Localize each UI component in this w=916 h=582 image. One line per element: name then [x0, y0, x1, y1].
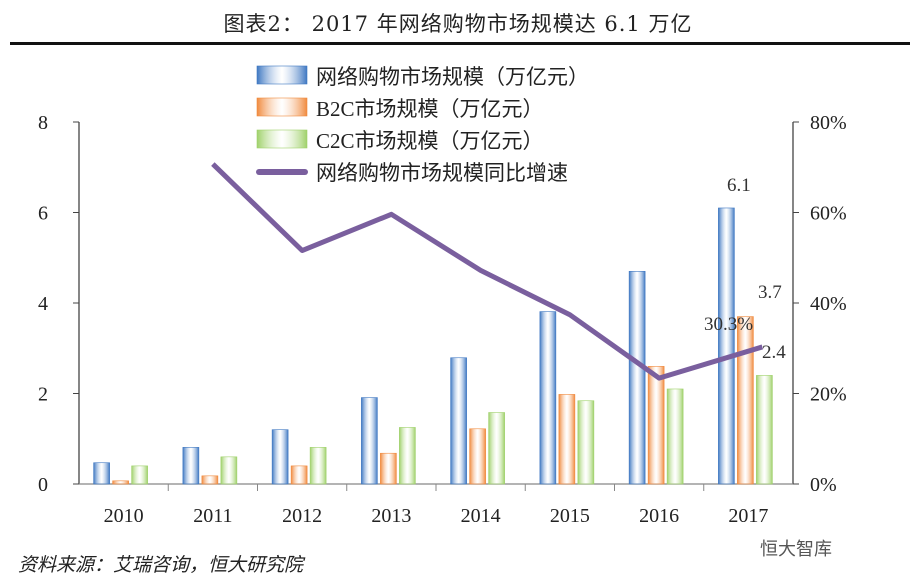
right-tick-label: 80%	[810, 112, 847, 134]
legend-label: 网络购物市场规模同比增速	[316, 161, 568, 185]
left-tick-label: 8	[38, 112, 48, 134]
source-note: 资料来源：艾瑞咨询，恒大研究院	[18, 554, 304, 576]
bar-0-2013	[361, 397, 378, 485]
title-rule	[10, 42, 910, 45]
x-tick-label: 2014	[461, 505, 501, 527]
bar-2-2017	[756, 375, 773, 485]
bar-1-2013	[380, 452, 397, 485]
bar-2-2013	[399, 427, 416, 485]
bar-2-2011	[220, 456, 238, 485]
bar-0-2012	[271, 429, 289, 485]
left-tick-label: 0	[38, 474, 48, 496]
legend-swatch	[256, 129, 308, 149]
bar-0-2015	[539, 311, 557, 485]
bar-0-2016	[628, 271, 646, 485]
bar-1-2014	[469, 428, 486, 485]
legend-swatch	[256, 97, 308, 117]
watermark: 恒大智库	[760, 539, 832, 560]
bar-1-2017	[737, 316, 754, 485]
legend-label: C2C市场规模（万亿元）	[316, 129, 544, 153]
right-tick-label: 60%	[810, 203, 847, 225]
bar-2-2014	[488, 412, 505, 485]
left-tick-label: 6	[38, 203, 48, 225]
data-label: 30.3%	[704, 314, 753, 335]
x-tick-label: 2015	[550, 505, 590, 527]
bar-1-2011	[201, 475, 219, 485]
growth-line	[211, 162, 764, 381]
right-tick-label: 20%	[810, 384, 847, 406]
bar-0-2017	[718, 207, 735, 485]
right-tick-label: 40%	[810, 293, 847, 315]
x-tick-label: 2011	[193, 505, 232, 527]
data-label: 6.1	[727, 175, 751, 196]
data-label: 2.4	[762, 342, 786, 363]
bar-0-2011	[182, 447, 200, 485]
x-tick-label: 2012	[282, 505, 322, 527]
bar-2-2010	[131, 465, 148, 485]
left-tick-label: 2	[38, 384, 48, 406]
left-tick-label: 4	[38, 293, 48, 315]
x-tick-label: 2017	[728, 505, 768, 527]
bar-1-2016	[647, 366, 665, 485]
bar-1-2015	[558, 394, 576, 485]
data-label: 3.7	[758, 282, 782, 303]
bar-0-2014	[450, 357, 467, 485]
chart-title: 图表2： 2017 年网络购物市场规模达 6.1 万亿	[223, 12, 693, 36]
bar-1-2010	[112, 480, 129, 485]
bar-0-2010	[93, 462, 110, 485]
x-tick-label: 2010	[104, 505, 144, 527]
right-tick-label: 0%	[810, 474, 837, 496]
legend-swatch	[256, 65, 308, 85]
bar-2-2016	[666, 388, 684, 485]
bar-1-2012	[290, 465, 308, 485]
bar-2-2015	[577, 400, 595, 485]
legend-label: 网络购物市场规模（万亿元）	[316, 65, 589, 89]
bar-2-2012	[309, 447, 327, 485]
legend-label: B2C市场规模（万亿元）	[316, 97, 544, 121]
x-tick-label: 2016	[639, 505, 679, 527]
x-tick-label: 2013	[371, 505, 411, 527]
